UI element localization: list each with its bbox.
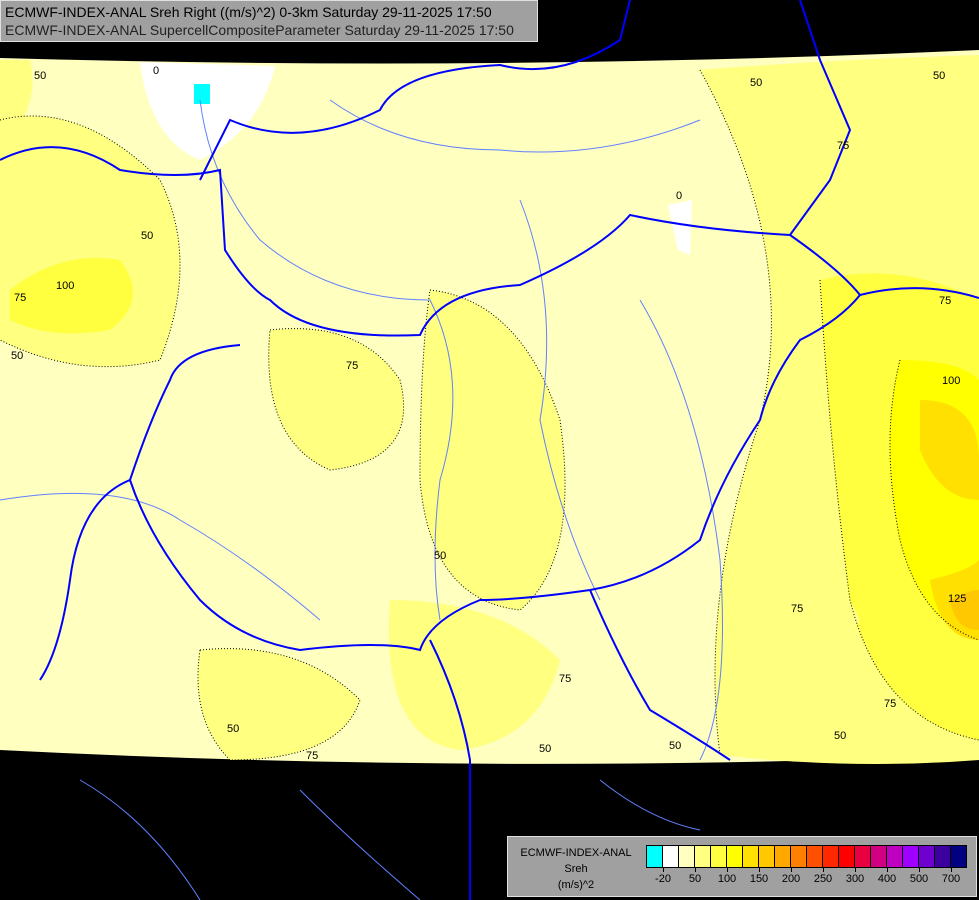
legend-caption: ECMWF-INDEX-ANAL Sreh (m/s)^2 (512, 845, 640, 893)
contour-label: 75 (346, 360, 358, 372)
contour-label: 75 (837, 140, 849, 152)
contour-label: 50 (669, 740, 681, 752)
contour-label: 50 (34, 70, 46, 82)
legend-tick-label: 300 (845, 873, 865, 885)
legend-swatch (743, 846, 759, 867)
contour-label: 75 (884, 698, 896, 710)
legend-swatches (646, 845, 967, 868)
contour-label: 0 (676, 190, 682, 202)
legend-tick-mark (695, 867, 696, 872)
legend-swatch (679, 846, 695, 867)
title-line-scp: ECMWF-INDEX-ANAL SupercellCompositeParam… (5, 22, 514, 38)
contour-label: 50 (434, 550, 446, 562)
legend-tick-mark (727, 867, 728, 872)
legend-tick-label: 250 (813, 873, 833, 885)
legend-swatch (807, 846, 823, 867)
contour-label: 75 (14, 292, 26, 304)
map-title: ECMWF-INDEX-ANAL Sreh Right ((m/s)^2) 0-… (0, 0, 538, 42)
contour-label: 50 (141, 230, 153, 242)
contour-label: 75 (306, 750, 318, 762)
legend-swatch (903, 846, 919, 867)
legend-swatch (887, 846, 903, 867)
legend-swatch (855, 846, 871, 867)
legend-tick-mark (951, 867, 952, 872)
contour-label: 125 (948, 593, 966, 605)
contour-label: 50 (11, 350, 23, 362)
legend-tick-mark (855, 867, 856, 872)
legend-tick-label: 400 (877, 873, 897, 885)
contour-labels: 0 50 50 50 75 0 50 100 75 50 75 100 75 5… (11, 65, 966, 762)
contour-label: 75 (791, 603, 803, 615)
color-legend: ECMWF-INDEX-ANAL Sreh (m/s)^2 -20 50 100 15… (507, 836, 977, 897)
legend-swatch (823, 846, 839, 867)
legend-swatch (695, 846, 711, 867)
legend-swatch (839, 846, 855, 867)
legend-tick-mark (919, 867, 920, 872)
contour-label: 50 (834, 730, 846, 742)
legend-tick-label: 150 (749, 873, 769, 885)
legend-model: ECMWF-INDEX-ANAL (520, 847, 632, 859)
legend-tick-label: 700 (941, 873, 961, 885)
contour-label: 100 (942, 375, 960, 387)
legend-tick-mark (823, 867, 824, 872)
legend-swatch (791, 846, 807, 867)
legend-swatch (951, 846, 966, 867)
legend-tick-label: 50 (688, 873, 702, 885)
legend-tick-label: 200 (781, 873, 801, 885)
contour-label: 50 (539, 743, 551, 755)
title-line-sreh: ECMWF-INDEX-ANAL Sreh Right ((m/s)^2) 0-… (5, 4, 492, 20)
legend-swatch (647, 846, 663, 867)
legend-tick-mark (663, 867, 664, 872)
rivers (0, 99, 723, 900)
contour-label: 50 (933, 70, 945, 82)
legend-swatch (727, 846, 743, 867)
legend-tick-label: -20 (655, 873, 671, 885)
legend-unit: (m/s)^2 (557, 879, 595, 891)
legend-swatch (663, 846, 679, 867)
legend-swatch (775, 846, 791, 867)
legend-swatch (871, 846, 887, 867)
contour-label: 100 (56, 280, 74, 292)
legend-tick-mark (887, 867, 888, 872)
legend-tick-mark (759, 867, 760, 872)
legend-tick-label: 500 (909, 873, 929, 885)
legend-swatch (759, 846, 775, 867)
legend-swatch (711, 846, 727, 867)
legend-tick-mark (791, 867, 792, 872)
field-patches (0, 55, 979, 764)
contour-label: 50 (750, 77, 762, 89)
legend-tick-label: 100 (717, 873, 737, 885)
legend-swatch (935, 846, 951, 867)
legend-parameter: Sreh (564, 863, 588, 875)
contour-label: 75 (939, 295, 951, 307)
contour-label: 0 (153, 65, 159, 77)
contour-label: 75 (559, 673, 571, 685)
legend-swatch (919, 846, 935, 867)
contour-label: 50 (227, 723, 239, 735)
